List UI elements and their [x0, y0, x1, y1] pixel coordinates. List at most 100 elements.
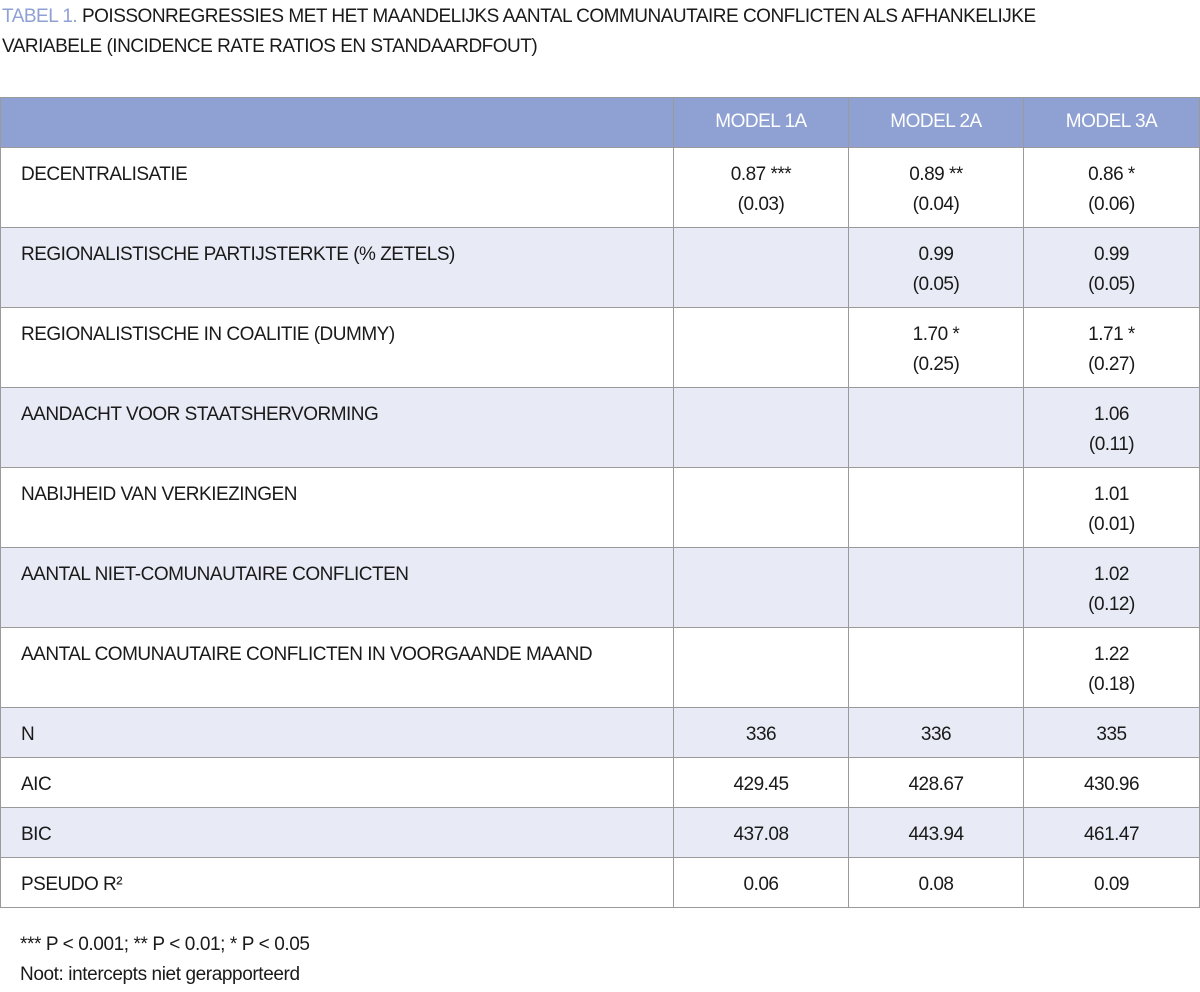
footnotes: *** P < 0.001; ** P < 0.01; * P < 0.05 No…: [20, 930, 310, 990]
cell-line: (0.06): [1088, 194, 1135, 215]
value-cell: 0.09: [1023, 857, 1200, 908]
cell-line: 1.70 *: [912, 324, 960, 345]
cell-line: (0.11): [1088, 434, 1135, 455]
column-header: MODEL 1A: [673, 97, 849, 148]
table-number: TABEL 1.: [2, 6, 78, 27]
cell-line: 429.45: [733, 774, 789, 795]
value-cell: 0.08: [848, 857, 1024, 908]
value-cell: [848, 467, 1024, 548]
value-cell: 1.01 (0.01): [1023, 467, 1200, 548]
header-blank: [0, 97, 674, 148]
value-cell: 461.47: [1023, 807, 1200, 858]
table-row: AANDACHT VOOR STAATSHERVORMING 1.06 (0.11): [0, 387, 1200, 468]
value-cell: 0.06: [673, 857, 849, 908]
value-cell: 0.86 * (0.06): [1023, 147, 1200, 228]
value-cell: [673, 627, 849, 708]
cell-line: 1.06: [1094, 404, 1129, 425]
value-cell: [673, 307, 849, 388]
cell-line: (0.05): [1088, 274, 1135, 295]
table-row: AANTAL NIET-COMUNAUTAIRE CONFLICTEN 1.02 (…: [0, 547, 1200, 628]
table-row: DECENTRALISATIE 0.87 *** (0.03) 0.89 ** (0.0…: [0, 147, 1200, 228]
cell-line: (0.05): [912, 274, 960, 295]
cell-line: (0.12): [1088, 594, 1135, 615]
cell-line: 0.99: [918, 244, 954, 265]
cell-line: 1.22: [1094, 644, 1129, 665]
row-label: AANDACHT VOOR STAATSHERVORMING: [0, 387, 674, 468]
value-cell: 336: [848, 707, 1024, 758]
cell-line: (0.01): [1088, 514, 1135, 535]
table-row: BIC 437.08 443.94 461.47: [0, 807, 1200, 858]
row-label: REGIONALISTISCHE PARTIJSTERKTE (% ZETELS…: [0, 227, 674, 308]
value-cell: [848, 547, 1024, 628]
value-cell: 428.67: [848, 757, 1024, 808]
value-cell: 443.94: [848, 807, 1024, 858]
cell-line: 437.08: [733, 824, 789, 845]
column-header: MODEL 2A: [848, 97, 1024, 148]
results-table: MODEL 1A MODEL 2A MODEL 3A DECENTRALISATIE…: [0, 97, 1200, 908]
value-cell: [673, 227, 849, 308]
value-cell: 1.71 * (0.27): [1023, 307, 1200, 388]
table-row: PSEUDO R² 0.06 0.08 0.09: [0, 857, 1200, 908]
cell-line: 0.08: [918, 874, 954, 895]
row-label: NABIJHEID VAN VERKIEZINGEN: [0, 467, 674, 548]
value-cell: 1.22 (0.18): [1023, 627, 1200, 708]
cell-line: 430.96: [1083, 774, 1140, 795]
value-cell: 1.02 (0.12): [1023, 547, 1200, 628]
value-cell: 0.99 (0.05): [1023, 227, 1200, 308]
row-label: AANTAL NIET-COMUNAUTAIRE CONFLICTEN: [0, 547, 674, 628]
value-cell: 1.06 (0.11): [1023, 387, 1200, 468]
table-row: AIC 429.45 428.67 430.96: [0, 757, 1200, 808]
cell-line: 336: [745, 724, 777, 745]
value-cell: [673, 547, 849, 628]
value-cell: 0.99 (0.05): [848, 227, 1024, 308]
column-header: MODEL 3A: [1023, 97, 1200, 148]
cell-line: 428.67: [908, 774, 964, 795]
cell-line: 0.89 **: [909, 164, 963, 185]
table-row: REGIONALISTISCHE IN COALITIE (DUMMY) 1.70…: [0, 307, 1200, 388]
row-label: PSEUDO R²: [0, 857, 674, 908]
cell-line: 1.71 *: [1088, 324, 1135, 345]
cell-line: 0.99: [1094, 244, 1129, 265]
row-label: BIC: [0, 807, 674, 858]
cell-line: 335: [1096, 724, 1127, 745]
cell-line: (0.03): [737, 194, 785, 215]
cell-line: 0.09: [1094, 874, 1129, 895]
value-cell: 0.87 *** (0.03): [673, 147, 849, 228]
row-label: DECENTRALISATIE: [0, 147, 674, 228]
table-row: REGIONALISTISCHE PARTIJSTERKTE (% ZETELS…: [0, 227, 1200, 308]
value-cell: 437.08: [673, 807, 849, 858]
value-cell: [848, 627, 1024, 708]
value-cell: 336: [673, 707, 849, 758]
cell-line: 0.86 *: [1088, 164, 1135, 185]
table-row: NABIJHEID VAN VERKIEZINGEN 1.01 (0.01): [0, 467, 1200, 548]
value-cell: 335: [1023, 707, 1200, 758]
header-row: MODEL 1A MODEL 2A MODEL 3A: [0, 97, 1200, 148]
footnote: Noot: intercepts niet gerapporteerd: [20, 964, 300, 985]
cell-line: 443.94: [908, 824, 964, 845]
cell-line: 0.06: [743, 874, 779, 895]
cell-line: (0.27): [1088, 354, 1135, 375]
table-row: N 336 336 335: [0, 707, 1200, 758]
value-cell: 429.45: [673, 757, 849, 808]
value-cell: [848, 387, 1024, 468]
value-cell: [673, 387, 849, 468]
table-title: TABEL 1. POISSONREGRESSIES MET HET MAAND…: [2, 2, 1112, 62]
row-label: AIC: [0, 757, 674, 808]
title-text: POISSONREGRESSIES MET HET MAANDELIJKS AA…: [2, 6, 1036, 57]
cell-line: 0.87 ***: [730, 164, 792, 185]
row-label: N: [0, 707, 674, 758]
cell-line: 336: [920, 724, 952, 745]
table-row: AANTAL COMUNAUTAIRE CONFLICTEN IN VOORGA…: [0, 627, 1200, 708]
row-label: REGIONALISTISCHE IN COALITIE (DUMMY): [0, 307, 674, 388]
footnote: *** P < 0.001; ** P < 0.01; * P < 0.05: [20, 934, 310, 955]
cell-line: (0.25): [912, 354, 960, 375]
cell-line: (0.18): [1088, 674, 1135, 695]
value-cell: 430.96: [1023, 757, 1200, 808]
value-cell: 1.70 * (0.25): [848, 307, 1024, 388]
row-label: AANTAL COMUNAUTAIRE CONFLICTEN IN VOORGA…: [0, 627, 674, 708]
cell-line: 1.02: [1094, 564, 1129, 585]
value-cell: [673, 467, 849, 548]
cell-line: 461.47: [1083, 824, 1140, 845]
cell-line: (0.04): [912, 194, 960, 215]
